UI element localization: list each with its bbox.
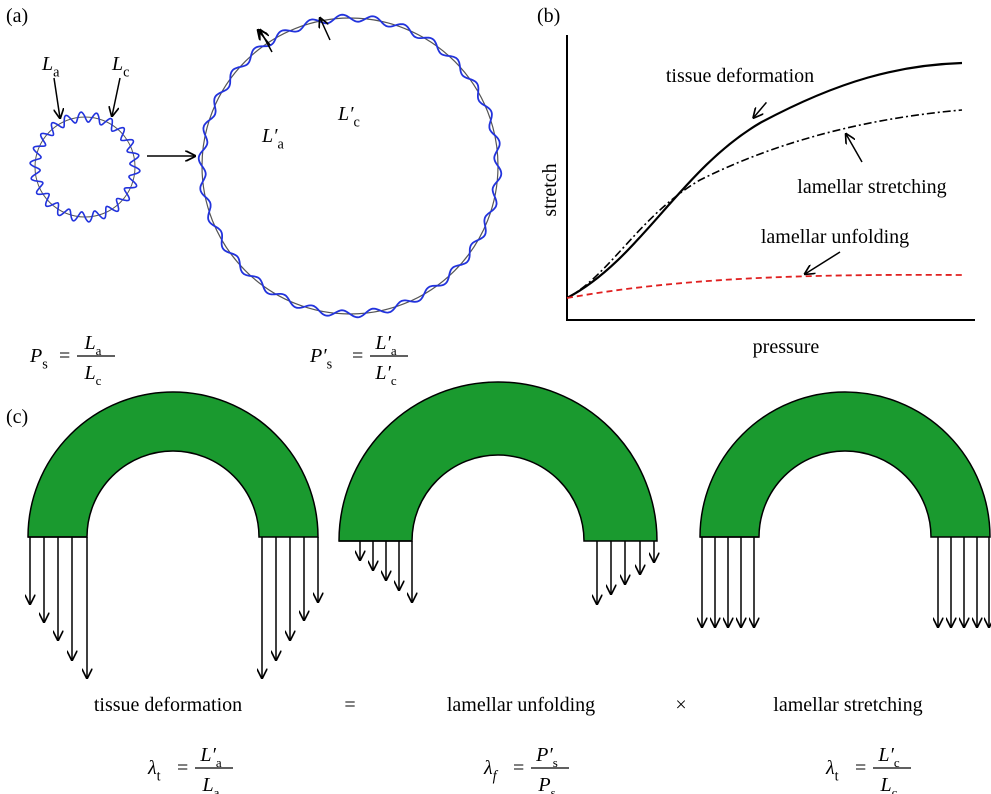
symbol-sub: s	[327, 357, 333, 373]
symbol-sub: a	[214, 785, 220, 794]
symbol: P′s	[535, 744, 558, 770]
symbol: La	[41, 53, 60, 81]
arch	[699, 391, 991, 538]
curve-tissue	[566, 61, 963, 299]
term: lamellar stretching	[773, 694, 922, 716]
symbol: λt	[825, 757, 839, 785]
symbol: L′c	[337, 103, 360, 131]
equals: =	[352, 345, 363, 367]
equals: =	[59, 345, 70, 367]
symbol: Ps	[537, 774, 555, 794]
arrow	[112, 77, 121, 116]
symbol-base: L′	[199, 744, 216, 766]
symbol-base: λ	[483, 757, 493, 779]
symbol-base: L′	[337, 103, 354, 125]
curve-label: lamellar stretching	[797, 176, 946, 198]
axis-label: stretch	[539, 163, 561, 216]
symbol: Lc	[880, 774, 898, 794]
operator: =	[344, 694, 355, 716]
symbol: L′a	[199, 744, 222, 770]
symbol-sub: a	[216, 755, 222, 770]
arch	[27, 391, 319, 538]
symbol-base: P′	[309, 345, 327, 367]
arrow	[846, 134, 863, 163]
symbol-base: L	[41, 53, 53, 75]
symbol-base: L	[84, 362, 96, 384]
layout	[147, 35, 975, 321]
symbol-sub: a	[96, 343, 102, 358]
symbol-sub: t	[157, 769, 161, 785]
symbol: L′a	[261, 125, 285, 153]
symbol: P′s	[309, 345, 333, 373]
symbol-base: λ	[147, 757, 157, 779]
symbol: L′c	[877, 744, 900, 770]
symbol-base: P′	[535, 744, 553, 766]
symbol-sub: a	[391, 343, 397, 358]
symbol-sub: c	[892, 785, 898, 794]
arrow	[754, 101, 768, 117]
symbol-sub: c	[354, 115, 360, 131]
reference-circle	[34, 116, 136, 218]
symbol-base: L	[111, 53, 123, 75]
symbol: L′c	[374, 362, 397, 388]
axes	[566, 35, 975, 321]
equals: =	[177, 757, 188, 779]
symbol-base: L′	[261, 125, 278, 147]
symbol-base: P	[29, 345, 42, 367]
curve-label: tissue deformation	[666, 65, 814, 87]
symbol: Lc	[111, 53, 129, 81]
symbol-sub: s	[553, 755, 558, 770]
symbol-sub: a	[53, 65, 60, 81]
panel-label: (c)	[6, 406, 28, 428]
symbol: λf	[483, 757, 499, 785]
symbol-sub: c	[391, 373, 397, 388]
symbol-base: L	[202, 774, 214, 794]
symbol-sub: c	[96, 373, 102, 388]
arch	[338, 381, 658, 542]
curve-unfolding	[566, 273, 963, 299]
reference-circle	[201, 17, 499, 315]
symbol-base: L′	[374, 332, 391, 354]
symbol-sub: s	[42, 357, 48, 373]
symbol-sub: s	[551, 785, 556, 794]
symbol: L′a	[374, 332, 397, 358]
symbol-base: L′	[877, 744, 894, 766]
operator: ×	[675, 694, 686, 716]
equals: =	[855, 757, 866, 779]
symbol-sub: t	[835, 769, 839, 785]
curve-stretching	[566, 109, 963, 299]
symbol-base: λ	[825, 757, 835, 779]
arrow	[260, 30, 273, 53]
arrow	[320, 18, 331, 41]
curve-label: lamellar unfolding	[761, 226, 909, 248]
symbol-base: L	[84, 332, 96, 354]
panel-label: (b)	[537, 5, 560, 27]
term: tissue deformation	[94, 694, 242, 716]
arrow	[53, 77, 60, 118]
symbol-sub: c	[894, 755, 900, 770]
symbol: La	[84, 332, 102, 358]
symbol: Lc	[84, 362, 102, 388]
axis-label: pressure	[753, 336, 820, 358]
symbol: La	[202, 774, 220, 794]
symbol-base: L	[880, 774, 892, 794]
panel-label: (a)	[6, 5, 28, 27]
arrow	[805, 251, 841, 274]
symbol: Ps	[29, 345, 48, 373]
symbol-sub: c	[123, 65, 129, 81]
term: lamellar unfolding	[447, 694, 595, 716]
symbol-base: P	[537, 774, 550, 794]
symbol-sub: a	[278, 137, 285, 153]
symbol-sub: f	[493, 769, 499, 785]
wavy-lamella	[197, 13, 503, 319]
wavy-lamella	[29, 111, 141, 223]
symbol: λt	[147, 757, 161, 785]
symbol-base: L′	[374, 362, 391, 384]
equals: =	[513, 757, 524, 779]
